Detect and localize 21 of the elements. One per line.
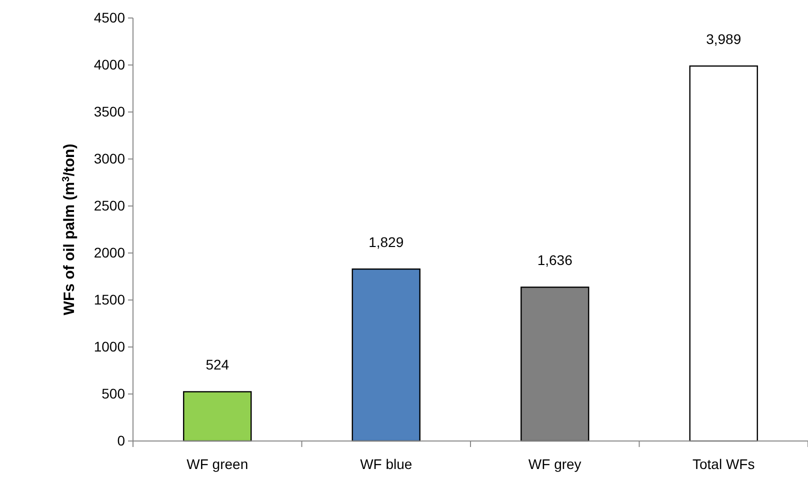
x-tick-label: WF grey — [528, 456, 582, 472]
x-tick-label: WF blue — [360, 456, 412, 472]
y-tick-label: 4500 — [94, 9, 126, 26]
y-tick-label: 2500 — [94, 197, 126, 214]
y-tick-label: 3500 — [94, 103, 126, 120]
y-tick-label: 1500 — [94, 291, 126, 308]
data-label: 1,636 — [537, 252, 573, 268]
y-tick-label: 2000 — [94, 244, 126, 260]
y-tick-label: 0 — [117, 432, 126, 448]
data-label: 3,989 — [706, 31, 742, 48]
y-tick-label: 500 — [102, 385, 126, 402]
data-label: 524 — [206, 356, 230, 373]
y-tick-label: 4000 — [94, 56, 126, 72]
x-tick-label: WF green — [186, 456, 248, 472]
bar — [352, 268, 420, 442]
y-tick-label: 3000 — [94, 150, 126, 166]
data-label: 1,829 — [368, 234, 404, 250]
bar — [689, 65, 758, 442]
x-tick-label: Total WFs — [692, 456, 755, 472]
bar — [183, 391, 252, 442]
y-tick-label: 1000 — [94, 338, 126, 354]
